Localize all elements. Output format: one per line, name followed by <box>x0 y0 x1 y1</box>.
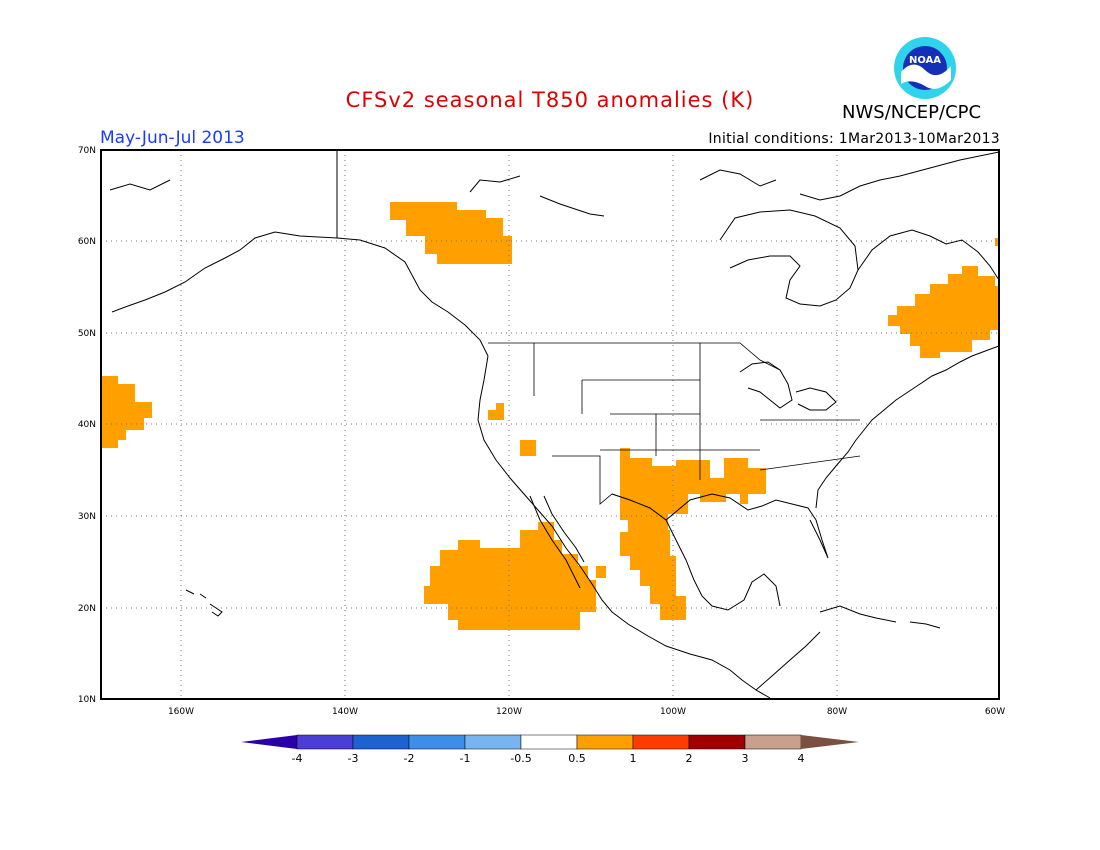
agency-label: NWS/NCEP/CPC <box>842 102 982 123</box>
colorbar-label: -3 <box>348 752 359 765</box>
noaa-logo: NOAA <box>894 37 956 99</box>
anomaly-region-central-us <box>620 448 766 620</box>
map-title: CFSv2 seasonal T850 anomalies (K) <box>345 88 755 112</box>
anomaly-region-labrador-dot <box>995 238 999 246</box>
colorbar-label: -2 <box>404 752 415 765</box>
colorbar-label: -4 <box>292 752 303 765</box>
colorbar-label: -0.5 <box>510 752 531 765</box>
anomaly-region-nevada <box>488 403 504 420</box>
lat-tick-label: 20N <box>78 604 96 614</box>
map-frame <box>100 149 1000 700</box>
lon-labels: 160W 140W 120W 100W 80W 60W <box>168 707 1005 717</box>
anomaly-region-pacific-west <box>101 376 152 448</box>
initial-conditions: Initial conditions: 1Mar2013-10Mar2013 <box>708 131 1000 147</box>
political-borders <box>488 342 861 505</box>
anomaly-region-baja-ocean <box>424 522 596 630</box>
lon-tick-label: 120W <box>496 707 522 717</box>
lon-tick-label: 80W <box>827 707 847 717</box>
colorbar-low-arrow <box>241 735 297 749</box>
colorbar-segment <box>408 734 466 750</box>
lat-tick-label: 70N <box>78 146 96 156</box>
colorbar-segment <box>576 734 634 750</box>
colorbar-label: 3 <box>742 752 749 765</box>
anomaly-region-socal <box>520 440 536 456</box>
colorbar-label: 1 <box>630 752 637 765</box>
colorbar-segment <box>632 734 690 750</box>
colorbar-segment <box>296 734 354 750</box>
anomaly-regions <box>101 202 999 630</box>
anomaly-region-mexico-dot <box>596 566 606 578</box>
lat-tick-label: 40N <box>78 420 96 430</box>
colorbar-label: 2 <box>686 752 693 765</box>
lat-labels: 10N 20N 30N 40N 50N 60N 70N <box>78 146 96 705</box>
anomaly-region-alaska-yukon <box>390 202 512 264</box>
lat-tick-label: 10N <box>78 695 96 705</box>
colorbar-segment <box>688 734 746 750</box>
colorbar-segment <box>744 734 802 750</box>
lat-tick-label: 50N <box>78 329 96 339</box>
lat-tick-label: 60N <box>78 237 96 247</box>
colorbar: -4 -3 -2 -1 -0.5 0.5 1 2 3 4 <box>241 734 859 765</box>
colorbar-segment <box>520 734 578 750</box>
colorbar-label: -1 <box>460 752 471 765</box>
anomaly-region-quebec <box>888 266 999 358</box>
colorbar-segment <box>464 734 522 750</box>
lon-tick-label: 140W <box>332 707 358 717</box>
lon-tick-label: 160W <box>168 707 194 717</box>
lon-tick-label: 100W <box>660 707 686 717</box>
lat-tick-label: 30N <box>78 512 96 522</box>
logo-text: NOAA <box>909 55 941 66</box>
colorbar-high-arrow <box>801 735 859 749</box>
coastlines <box>109 150 999 699</box>
colorbar-label: 0.5 <box>568 752 586 765</box>
lon-tick-label: 60W <box>985 707 1005 717</box>
colorbar-label: 4 <box>798 752 805 765</box>
forecast-period: May-Jun-Jul 2013 <box>100 128 245 148</box>
colorbar-segment <box>352 734 410 750</box>
